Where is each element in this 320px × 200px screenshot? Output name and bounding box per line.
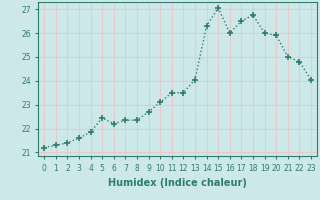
X-axis label: Humidex (Indice chaleur): Humidex (Indice chaleur) [108,178,247,188]
